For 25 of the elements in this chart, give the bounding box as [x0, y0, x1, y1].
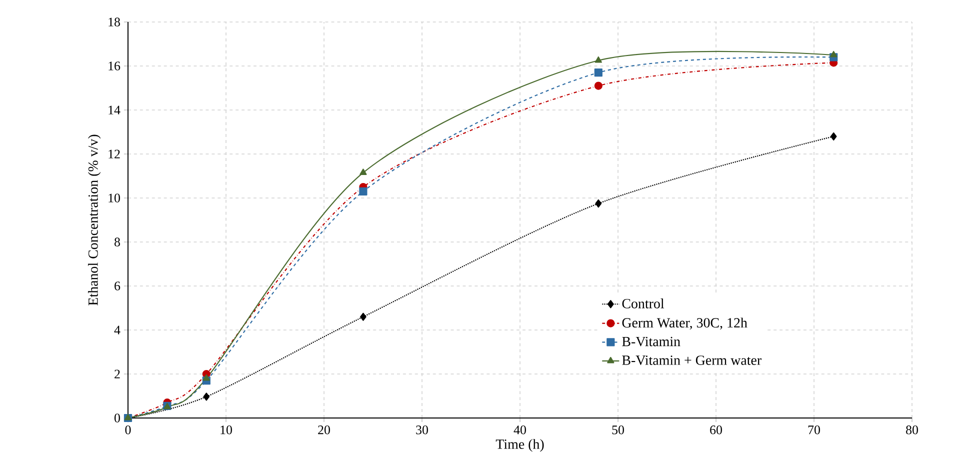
y-tick-label: 10: [108, 194, 120, 202]
x-tick-label: 20: [318, 426, 330, 434]
x-tick-label: 70: [808, 426, 820, 434]
x-tick-label: 60: [710, 426, 722, 434]
y-tick-label: 16: [108, 62, 120, 70]
legend-label: B-Vitamin: [622, 336, 680, 346]
y-tick-label: 2: [114, 370, 120, 378]
x-tick-label: 40: [514, 426, 526, 434]
x-tick-label: 80: [906, 426, 918, 434]
x-tick-label: 30: [416, 426, 428, 434]
y-tick-label: 18: [108, 18, 120, 26]
y-tick-label: 14: [108, 106, 120, 114]
x-tick-label: 0: [125, 426, 131, 434]
x-tick-label: 10: [220, 426, 232, 434]
legend-label: B-Vitamin + Germ water: [622, 356, 762, 366]
y-tick-label: 6: [114, 282, 120, 290]
y-tick-label: 12: [108, 150, 120, 158]
y-tick-label: 4: [114, 326, 120, 334]
y-tick-label: 0: [114, 414, 120, 422]
y-tick-label: 8: [114, 238, 120, 246]
legend-label: Germ Water, 30C, 12h: [622, 318, 748, 330]
x-axis-title: Time (h): [496, 439, 544, 452]
legend-label: Control: [622, 298, 664, 308]
y-axis-title: Ethanol Concentration (% v/v): [88, 134, 101, 306]
x-tick-label: 50: [612, 426, 624, 434]
